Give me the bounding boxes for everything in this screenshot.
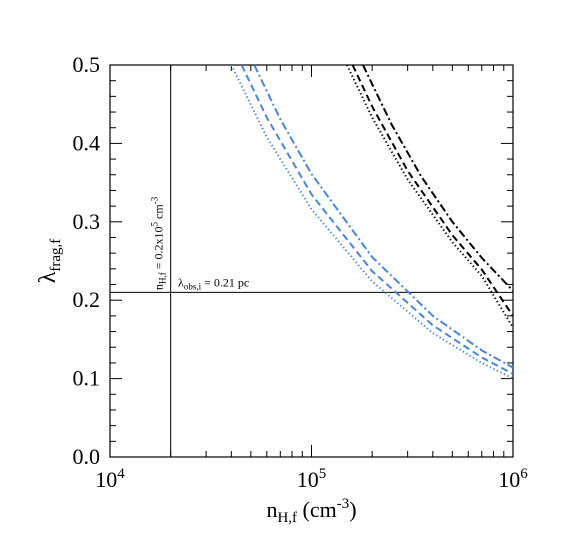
- y-tick-label: 0.3: [73, 209, 101, 234]
- tick-labels: 104 105 106 0.0 0.1 0.2 0.3 0.4 0.5: [73, 52, 529, 492]
- annotations: nH,f = 0.2x105 cm-3 λobs,i = 0.21 pc: [150, 196, 250, 291]
- y-tick-label: 0.2: [73, 287, 101, 312]
- vertical-line-annotation: nH,f = 0.2x105 cm-3: [150, 196, 168, 290]
- series-line-6: [362, 65, 513, 292]
- reference-lines: [110, 65, 513, 457]
- series-line-3: [253, 65, 513, 369]
- series-group: [230, 65, 513, 380]
- x-axis-label: nH,f (cm-3): [266, 496, 356, 526]
- series-line-4: [346, 65, 513, 329]
- axis-titles: nH,f (cm-3) λfrag,f: [35, 239, 357, 526]
- y-tick-label: 0.1: [73, 366, 101, 391]
- x-tick-label: 105: [297, 466, 327, 492]
- horizontal-line-annotation: λobs,i = 0.21 pc: [178, 275, 249, 291]
- x-tick-label: 106: [498, 466, 528, 492]
- series-line-2: [240, 65, 513, 375]
- y-axis-label: λfrag,f: [35, 239, 64, 284]
- y-tick-label: 0.5: [73, 52, 101, 77]
- y-tick-label: 0.4: [73, 130, 101, 155]
- series-line-1: [230, 65, 513, 380]
- y-tick-label: 0.0: [73, 444, 101, 469]
- series-line-5: [351, 65, 513, 317]
- x-tick-label: 104: [95, 466, 125, 492]
